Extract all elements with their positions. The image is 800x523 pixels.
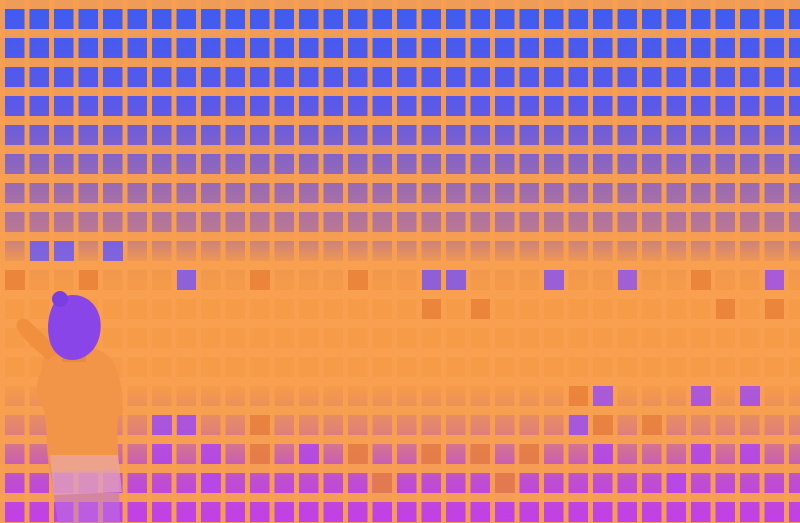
window-pane: [201, 473, 221, 493]
window-pane: [519, 444, 539, 464]
window-pane: [642, 415, 662, 435]
window-pane: [740, 386, 760, 406]
window-pane: [593, 444, 613, 464]
child-arm: [16, 318, 61, 360]
window-pane: [568, 415, 588, 435]
window-pane: [348, 444, 368, 464]
window-pane: [54, 241, 74, 261]
window-pane: [152, 444, 172, 464]
window-pane: [715, 299, 735, 319]
window-pane: [470, 444, 490, 464]
window-pane: [593, 386, 613, 406]
window-pane: [617, 270, 637, 290]
window-pane: [250, 415, 270, 435]
window-pane: [152, 415, 172, 435]
window-pane: [29, 241, 49, 261]
window-pane: [176, 415, 196, 435]
child-body: [36, 346, 122, 472]
window-pane: [740, 444, 760, 464]
window-pane: [421, 299, 441, 319]
window-pane: [691, 270, 711, 290]
window-pane: [495, 473, 515, 493]
window-pane: [250, 270, 270, 290]
hair-bun: [52, 291, 68, 307]
window-pane: [470, 299, 490, 319]
window-pane: [103, 241, 123, 261]
window-pane: [666, 473, 686, 493]
window-pane: [5, 270, 25, 290]
window-pane: [176, 270, 196, 290]
window-pane: [421, 444, 441, 464]
child-shorts: [50, 455, 122, 495]
window-pane: [446, 270, 466, 290]
window-pane: [764, 270, 784, 290]
window-pane: [299, 444, 319, 464]
window-pane: [372, 473, 392, 493]
window-pane: [201, 444, 221, 464]
window-pane: [568, 386, 588, 406]
window-pane: [691, 444, 711, 464]
window-pane: [764, 299, 784, 319]
window-pane: [544, 270, 564, 290]
child-head: [48, 292, 101, 361]
child-hand: [106, 397, 124, 417]
window-pane: [250, 444, 270, 464]
window-pane: [78, 270, 98, 290]
window-pane: [691, 386, 711, 406]
window-pane: [348, 270, 368, 290]
window-pane: [593, 415, 613, 435]
window-pane: [421, 270, 441, 290]
